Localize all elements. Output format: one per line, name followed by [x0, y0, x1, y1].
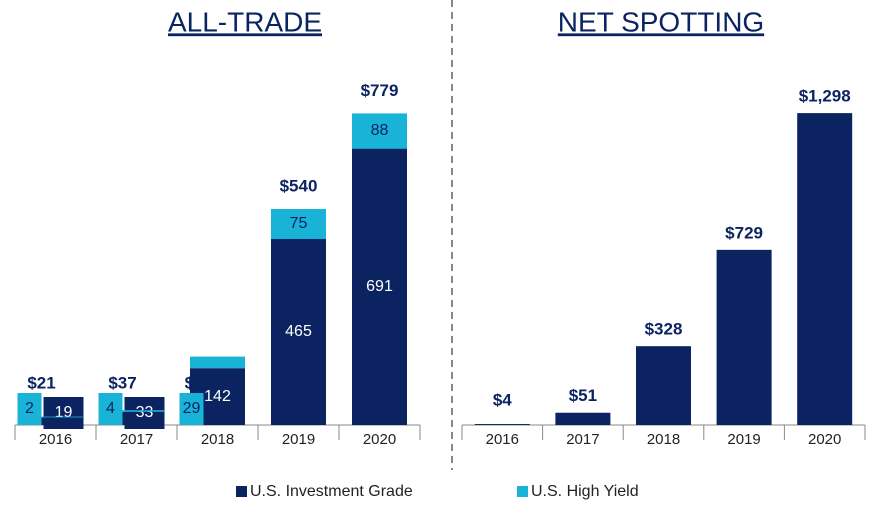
x-tick-label: 2017 [566, 431, 599, 448]
bar-segment [352, 113, 407, 149]
x-tick-label: 2020 [808, 431, 841, 448]
x-tick-label: 2017 [120, 431, 153, 448]
data-label: 4 [106, 400, 115, 417]
bar-segment [28, 416, 83, 418]
legend-swatch [517, 486, 528, 497]
x-tick-label: 2018 [201, 431, 234, 448]
chart-title: NET SPOTTING [558, 6, 764, 37]
bar [474, 424, 530, 425]
bar [797, 113, 853, 426]
x-tick-label: 2018 [647, 431, 680, 448]
data-label: 2 [25, 400, 34, 417]
label-box [43, 397, 84, 429]
x-tick-label: 2020 [363, 431, 396, 448]
label-box [17, 393, 42, 425]
legend-label: U.S. High Yield [531, 483, 639, 500]
data-label: 75 [290, 215, 308, 232]
x-tick-label: 2019 [727, 431, 760, 448]
total-label: $779 [361, 81, 399, 100]
data-label: 29 [183, 400, 201, 417]
data-label: $4 [493, 390, 512, 409]
bar-segment [271, 209, 326, 239]
legend-swatch [236, 486, 247, 497]
total-label: $21 [27, 373, 55, 392]
total-label: $37 [108, 373, 136, 392]
data-label: 465 [285, 323, 312, 340]
bar-segment [352, 148, 407, 425]
label-box [98, 393, 123, 425]
label-box [124, 397, 165, 429]
x-tick-label: 2019 [282, 431, 315, 448]
total-label: $170 [185, 373, 223, 392]
bar-segment [109, 410, 164, 412]
data-label: $1,298 [799, 87, 851, 106]
label-box [179, 393, 204, 425]
bar-segment [271, 239, 326, 425]
data-label: $51 [569, 386, 597, 405]
chart-title: ALL-TRADE [168, 6, 322, 37]
bar [636, 346, 691, 425]
data-label: 19 [55, 404, 73, 421]
x-tick-label: 2016 [486, 431, 519, 448]
bar [555, 412, 611, 425]
legend-label: U.S. Investment Grade [250, 483, 413, 500]
data-label: 691 [366, 278, 393, 295]
x-tick-label: 2016 [39, 431, 72, 448]
data-label: $328 [645, 320, 683, 339]
total-label: $540 [280, 176, 318, 195]
data-label: 33 [136, 404, 154, 421]
bar-segment [190, 356, 245, 369]
data-label: $729 [725, 223, 763, 242]
data-label: 142 [204, 388, 231, 405]
data-label: 88 [371, 122, 389, 139]
bar [716, 249, 772, 425]
